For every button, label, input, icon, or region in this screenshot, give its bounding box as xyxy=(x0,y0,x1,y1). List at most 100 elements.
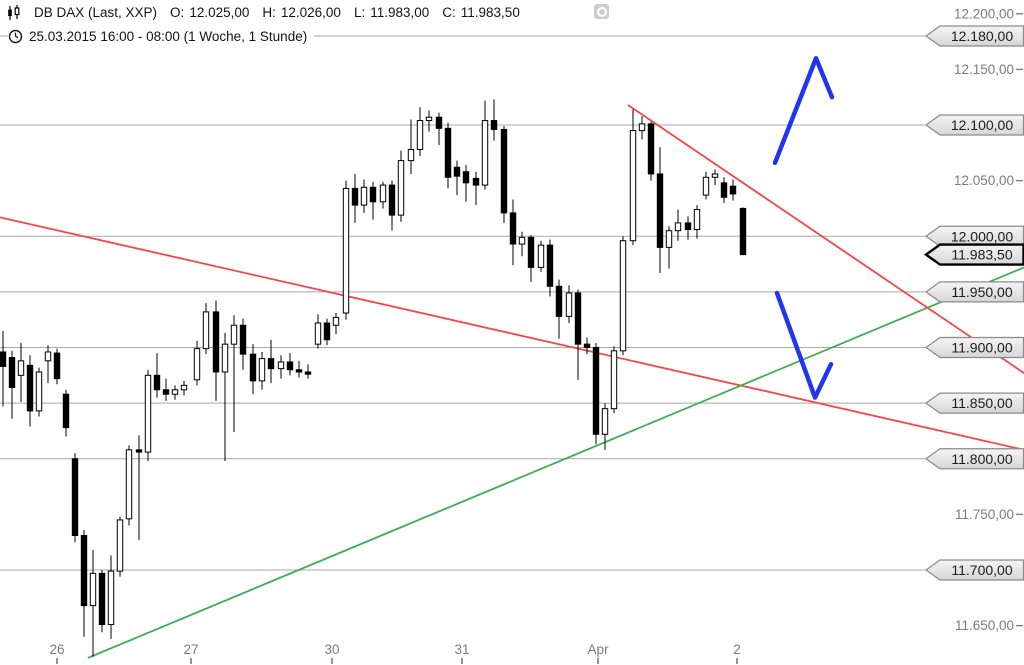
candle-up xyxy=(481,120,489,186)
candle-down xyxy=(527,236,535,268)
date-axis-label: 31 xyxy=(454,642,469,657)
candle-up xyxy=(144,374,152,453)
price-level-tag-label: 12.000,00 xyxy=(951,228,1013,244)
falling-trendline-long[interactable] xyxy=(0,216,1024,451)
price-level-tag-label: 11.950,00 xyxy=(951,284,1012,300)
candle-up xyxy=(171,389,179,395)
candle-down xyxy=(583,343,591,349)
candle-up xyxy=(180,384,188,391)
candle-down xyxy=(388,184,396,216)
candle-up xyxy=(565,292,573,317)
price-level-tag-label: 11.700,00 xyxy=(951,562,1012,578)
candle-down xyxy=(162,389,170,395)
candle-up xyxy=(537,244,545,268)
candle-down xyxy=(249,353,257,382)
candle-up xyxy=(44,351,52,362)
clock-icon xyxy=(8,29,23,44)
candle-down xyxy=(500,128,508,214)
candle-up xyxy=(107,570,115,626)
candle-down xyxy=(286,361,294,371)
price-axis-label: 12.150,00 xyxy=(954,62,1014,77)
date-axis-label: Apr xyxy=(587,642,609,657)
candle-down xyxy=(509,212,517,245)
candle-up xyxy=(619,240,627,352)
candle-down xyxy=(435,116,443,129)
date-axis-label: 30 xyxy=(324,642,339,657)
candle-up xyxy=(89,572,97,607)
candle-up xyxy=(397,160,405,216)
price-level-tag-label: 11.900,00 xyxy=(951,340,1012,356)
arrow-annotation-up[interactable] xyxy=(772,56,835,166)
candle-down xyxy=(295,369,303,373)
candle-down xyxy=(53,352,61,380)
candle-down xyxy=(739,207,747,256)
snapshot-button[interactable] xyxy=(594,4,609,19)
price-level-tag-label: 11.800,00 xyxy=(951,451,1012,467)
rising-trendline[interactable] xyxy=(87,266,1024,659)
candle-up xyxy=(416,120,424,150)
candle-up xyxy=(35,371,43,412)
candle-up xyxy=(610,350,618,410)
candle-down xyxy=(490,120,498,130)
candle-up xyxy=(711,173,719,178)
price-axis-label: 11.750,00 xyxy=(955,507,1014,522)
price-axis-label: 11.650,00 xyxy=(955,618,1014,633)
candle-down xyxy=(472,177,480,186)
candle-up xyxy=(202,311,210,350)
candle-down xyxy=(71,458,79,537)
candle-down xyxy=(555,285,563,317)
candle-up xyxy=(629,130,637,242)
candle-down xyxy=(26,364,34,412)
candle-up xyxy=(277,361,285,370)
ohlc-close: C: 11.983,50 xyxy=(442,5,520,20)
last-price-tag-label: 11.983,50 xyxy=(951,247,1012,263)
candle-down xyxy=(592,347,600,435)
price-level-tag-label: 12.100,00 xyxy=(951,117,1013,133)
price-axis-label: 12.050,00 xyxy=(954,173,1014,188)
candle-up xyxy=(221,343,229,373)
instrument-header: DB DAX (Last, XXP) O: 12.025,00 H: 12.026,… xyxy=(6,4,525,21)
candle-down xyxy=(453,166,461,177)
candle-up xyxy=(638,123,646,132)
price-level-tag-label: 11.850,00 xyxy=(951,395,1012,411)
candle-down xyxy=(62,393,70,429)
candle-down xyxy=(153,374,161,391)
candle-up xyxy=(674,222,682,232)
candle-down xyxy=(80,535,88,607)
candle-down xyxy=(684,222,692,231)
candle-down xyxy=(369,186,377,203)
candle-up xyxy=(332,316,340,326)
circle-icon xyxy=(596,6,607,17)
candle-up xyxy=(425,116,433,122)
candle-down xyxy=(304,371,312,375)
candle-down xyxy=(351,187,359,206)
price-level-tag-label: 12.180,00 xyxy=(951,28,1013,44)
candle-down xyxy=(546,244,554,287)
candle-down xyxy=(135,449,143,453)
candle-up xyxy=(258,358,266,382)
candle-down xyxy=(323,322,331,341)
date-axis-label: 2 xyxy=(733,642,741,657)
candle-down xyxy=(647,123,655,175)
falling-trendline-apex[interactable] xyxy=(627,104,1024,374)
date-axis-label: 26 xyxy=(49,642,64,657)
timeframe-header: 25.03.2015 16:00 - 08:00 (1 Woche, 1 Stu… xyxy=(8,28,315,45)
candle-up xyxy=(17,360,25,376)
candle-up xyxy=(693,209,701,231)
candle-up xyxy=(314,322,322,345)
arrow-annotation-down[interactable] xyxy=(774,290,834,400)
candle-down xyxy=(656,173,664,248)
candle-down xyxy=(0,351,7,367)
candle-down xyxy=(462,171,470,184)
ohlc-low: L: 11.983,00 xyxy=(353,5,430,20)
candle-down xyxy=(212,311,220,373)
candle-up xyxy=(360,186,368,206)
candle-down xyxy=(729,185,737,195)
candle-up xyxy=(379,184,387,203)
ohlc-high: H: 12.026,00 xyxy=(262,5,341,20)
candle-down xyxy=(267,358,275,370)
ohlc-open: O: 12.025,00 xyxy=(170,5,250,20)
date-axis-label: 27 xyxy=(183,642,198,657)
